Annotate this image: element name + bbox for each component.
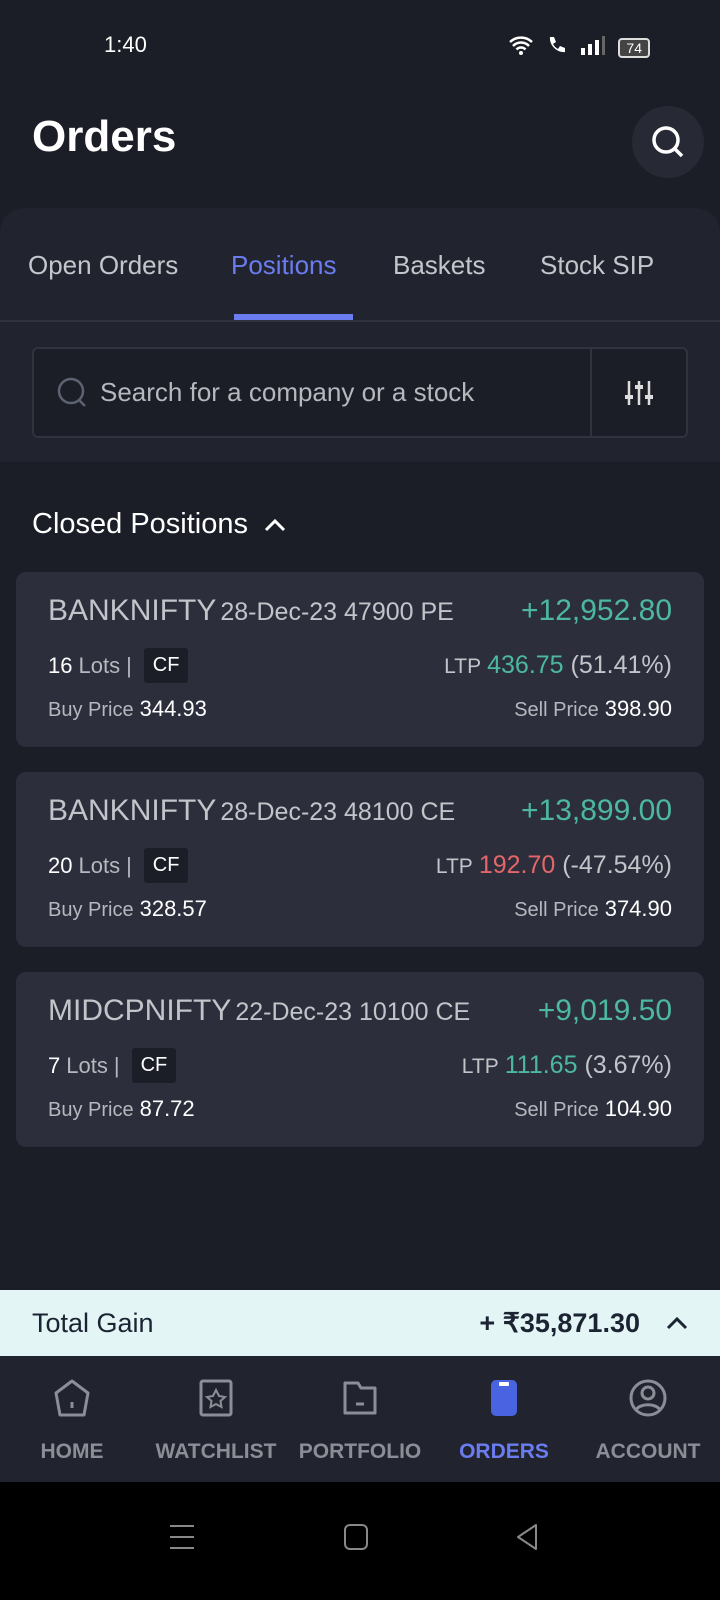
orders-icon [491, 1380, 517, 1416]
sell-price-label: Sell Price [514, 699, 599, 721]
lots-label: Lots [66, 1052, 108, 1078]
position-contract: 28-Dec-23 47900 PE [220, 598, 454, 626]
buy-price-label: Buy Price [48, 899, 134, 921]
nav-watchlist[interactable]: WATCHLIST [144, 1356, 288, 1482]
active-tab-indicator [234, 314, 353, 320]
tab-stock-sip[interactable]: Stock SIP [540, 250, 655, 280]
ltp-value: 436.75 [487, 651, 564, 679]
buy-price-label: Buy Price [48, 1099, 134, 1121]
filter-button[interactable] [592, 349, 686, 436]
call-icon [546, 34, 568, 61]
home-icon [54, 1379, 90, 1417]
tab-positions[interactable]: Positions [231, 250, 337, 280]
search-button[interactable] [632, 106, 704, 178]
nav-label: ACCOUNT [595, 1440, 701, 1463]
buy-price: 328.57 [139, 896, 207, 921]
page-title: Orders [32, 112, 177, 161]
position-pnl: +13,899.00 [521, 794, 672, 827]
portfolio-icon [343, 1381, 377, 1415]
bottom-nav: HOME WATCHLIST PORTFOLIO ORDERS ACCOUNT [0, 1356, 720, 1482]
account-icon [629, 1379, 667, 1417]
status-icons: 74 [508, 34, 650, 61]
position-symbol: BANKNIFTY [48, 794, 217, 827]
search-placeholder: Search for a company or a stock [100, 377, 475, 407]
position-pnl: +9,019.50 [537, 994, 672, 1027]
system-nav-bar [0, 1482, 720, 1600]
position-card[interactable]: BANKNIFTY 28-Dec-23 47900 PE +12,952.80 1… [16, 572, 704, 747]
chevron-up-icon [666, 1316, 688, 1330]
lots-label: Lots [78, 652, 121, 678]
closed-positions-toggle[interactable]: Closed Positions [32, 508, 286, 541]
tab-open-orders[interactable]: Open Orders [28, 250, 179, 280]
chevron-up-icon [264, 518, 286, 531]
search-icon [652, 126, 684, 158]
watchlist-icon [199, 1379, 233, 1417]
position-symbol: MIDCPNIFTY [48, 994, 232, 1027]
sell-price: 398.90 [604, 696, 672, 721]
battery-indicator: 74 [618, 37, 650, 58]
ltp-label: LTP [435, 855, 473, 878]
divider: | [113, 1052, 120, 1078]
product-badge: CF [143, 648, 189, 683]
ltp-change: (51.41%) [570, 651, 672, 679]
nav-label: HOME [40, 1440, 104, 1463]
position-pnl: +12,952.80 [521, 594, 672, 627]
lots-count: 7 [48, 1052, 61, 1078]
sell-price-label: Sell Price [514, 1099, 599, 1121]
sell-price-label: Sell Price [514, 899, 599, 921]
nav-label: PORTFOLIO [298, 1440, 422, 1463]
tab-bar: Open Orders Positions Baskets Stock SIP [0, 250, 720, 322]
search-bar: Search for a company or a stock [32, 347, 688, 438]
status-time: 1:40 [104, 32, 147, 57]
ltp-value: 192.70 [478, 851, 556, 879]
buy-price: 87.72 [139, 1096, 195, 1121]
filter-sliders-icon [625, 380, 653, 405]
ltp-change: (-47.54%) [562, 851, 672, 879]
wifi-icon [508, 34, 534, 61]
product-badge: CF [131, 1048, 177, 1083]
total-gain-bar[interactable]: Total Gain + ₹35,871.30 [0, 1290, 720, 1356]
ltp-label: LTP [461, 1055, 499, 1078]
search-icon [57, 377, 86, 407]
sell-price: 374.90 [604, 896, 672, 921]
position-contract: 22-Dec-23 10100 CE [235, 998, 471, 1026]
nav-portfolio[interactable]: PORTFOLIO [288, 1356, 432, 1482]
nav-label: ORDERS [459, 1440, 549, 1463]
buy-price-label: Buy Price [48, 699, 134, 721]
buy-price: 344.93 [139, 696, 207, 721]
nav-label: WATCHLIST [155, 1440, 277, 1463]
home-button-icon[interactable] [344, 1524, 368, 1550]
signal-icon [580, 35, 606, 60]
ltp-label: LTP [444, 655, 482, 678]
sell-price: 104.90 [604, 1096, 672, 1121]
ltp-change: (3.67%) [584, 1051, 672, 1079]
position-symbol: BANKNIFTY [48, 594, 217, 627]
total-gain-value: + ₹35,871.30 [479, 1307, 640, 1338]
divider: | [126, 852, 132, 878]
position-card[interactable]: BANKNIFTY 28-Dec-23 48100 CE +13,899.00 2… [16, 772, 704, 947]
lots-count: 20 [48, 852, 73, 878]
menu-icon[interactable] [170, 1524, 194, 1550]
tab-baskets[interactable]: Baskets [393, 250, 486, 280]
nav-account[interactable]: ACCOUNT [576, 1356, 720, 1482]
nav-home[interactable]: HOME [0, 1356, 144, 1482]
lots-label: Lots [78, 852, 121, 878]
position-card[interactable]: MIDCPNIFTY 22-Dec-23 10100 CE +9,019.50 7… [16, 972, 704, 1147]
back-icon[interactable] [516, 1524, 538, 1550]
divider: | [126, 652, 132, 678]
ltp-value: 111.65 [504, 1051, 578, 1079]
search-input[interactable]: Search for a company or a stock [34, 349, 592, 436]
nav-orders[interactable]: ORDERS [432, 1356, 576, 1482]
position-contract: 28-Dec-23 48100 CE [220, 798, 456, 826]
section-title: Closed Positions [32, 508, 248, 540]
lots-count: 16 [48, 652, 73, 678]
product-badge: CF [143, 848, 189, 883]
total-gain-label: Total Gain [32, 1307, 154, 1338]
